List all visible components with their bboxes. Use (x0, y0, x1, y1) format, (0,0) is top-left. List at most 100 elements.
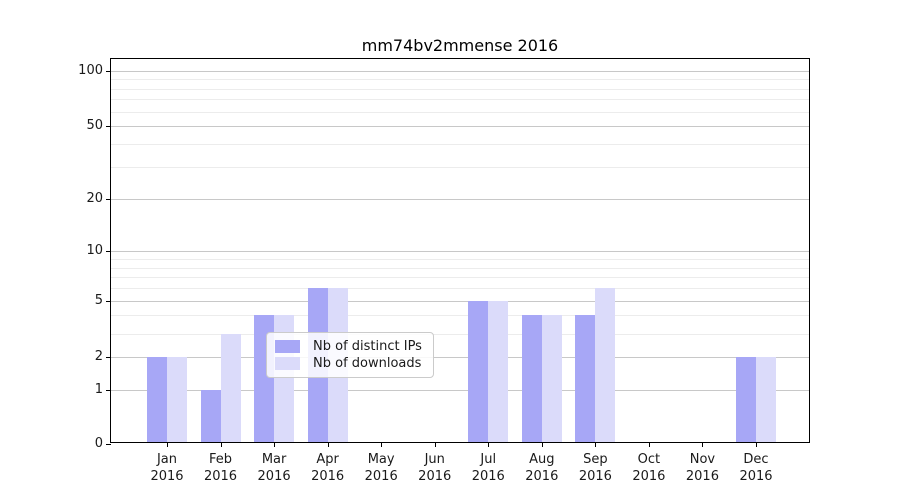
x-tick-label-line: 2016 (578, 469, 612, 484)
x-tick-dec (755, 442, 757, 447)
y-tick-label-20: 20 (86, 190, 103, 206)
x-tick-label-line: Apr (316, 452, 339, 467)
y-tick-label-50: 50 (86, 118, 103, 134)
x-tick-label-line: 2016 (418, 469, 452, 484)
gridline-major-100 (111, 70, 809, 72)
y-tick-label-1: 1 (94, 382, 103, 398)
gridline-major-5 (111, 300, 809, 302)
gridline-major-20 (111, 198, 809, 200)
y-tick-label-10: 10 (86, 243, 103, 259)
x-tick-label-line: Oct (637, 452, 661, 467)
x-tick-label-line: Mar (261, 452, 287, 467)
x-tick-oct (648, 442, 650, 447)
bar-distinct-ips-aug (521, 315, 542, 442)
x-tick-label-line: 2016 (685, 469, 719, 484)
x-tick-label-line: Jun (424, 452, 445, 467)
x-tick-feb (220, 442, 222, 447)
bar-downloads-sep (595, 288, 616, 442)
y-tick-5 (106, 300, 111, 302)
x-tick-label-sep: Sep 2016 (563, 451, 627, 485)
gridline-minor-40 (111, 144, 809, 146)
x-tick-may (381, 442, 383, 447)
x-tick-label-line: Nov (689, 452, 716, 467)
gridline-minor-70 (111, 99, 809, 101)
x-tick-label-dec: Dec 2016 (724, 451, 788, 485)
chart-title: mm74bv2mmense 2016 (361, 36, 559, 55)
x-tick-label-jan: Jan 2016 (135, 451, 199, 485)
x-tick-label-line: May (367, 452, 395, 467)
x-tick-label-line: 2016 (525, 469, 559, 484)
x-tick-label-aug: Aug 2016 (510, 451, 574, 485)
bar-distinct-ips-jul (468, 300, 489, 442)
x-tick-label-line: 2016 (471, 469, 505, 484)
gridline-minor-6 (111, 288, 809, 290)
x-tick-label-line: Jul (480, 452, 497, 467)
y-tick-10 (106, 251, 111, 253)
x-tick-label-feb: Feb 2016 (189, 451, 253, 485)
gridline-minor-3 (111, 333, 809, 335)
gridline-minor-90 (111, 79, 809, 81)
x-tick-label-oct: Oct 2016 (617, 451, 681, 485)
x-tick-nov (702, 442, 704, 447)
x-tick-jan (167, 442, 168, 447)
x-tick-label-mar: Mar 2016 (242, 451, 306, 485)
x-tick-label-line: Sep (583, 452, 608, 467)
x-tick-label-jun: Jun 2016 (403, 451, 467, 485)
bar-distinct-ips-feb (200, 390, 221, 442)
gridline-minor-80 (111, 88, 809, 90)
bar-downloads-dec (755, 357, 776, 442)
y-tick-2 (106, 357, 111, 359)
x-tick-label-apr: Apr 2016 (296, 451, 360, 485)
plot-area: 0 1 2 5 10 20 50 100 Jan 2016 Feb 2016 Mar 2016 Apr 201… (78, 58, 810, 484)
x-tick-mar (274, 442, 276, 447)
y-tick-label-0: 0 (94, 436, 103, 451)
legend-swatch-distinct-ips (275, 339, 300, 353)
x-tick-label-line: Dec (743, 452, 769, 467)
gridline-minor-30 (111, 166, 809, 168)
x-tick-aug (541, 442, 543, 447)
x-tick-apr (327, 442, 329, 447)
x-tick-sep (595, 442, 597, 447)
bar-downloads-aug (541, 315, 562, 442)
bar-downloads-feb (220, 333, 241, 442)
legend-item: Nb of distinct IPs (275, 339, 425, 354)
legend-swatch-downloads (275, 357, 300, 371)
y-tick-label-100: 100 (78, 62, 103, 78)
gridline-minor-7 (111, 277, 809, 279)
bar-distinct-ips-dec (735, 357, 756, 442)
x-tick-label-line: 2016 (150, 469, 184, 484)
x-tick-label-line: Jan (156, 452, 178, 467)
bar-distinct-ips-jan (147, 357, 167, 442)
y-tick-1 (106, 390, 111, 392)
y-tick-20 (106, 198, 111, 200)
legend: Nb of distinct IPs Nb of downloads (266, 332, 434, 378)
x-tick-label-jul: Jul 2016 (456, 451, 520, 485)
y-tick-label-5: 5 (94, 292, 103, 308)
y-tick-50 (106, 126, 111, 128)
x-tick-label-line: 2016 (257, 469, 291, 484)
x-tick-jul (488, 442, 490, 447)
legend-label: Nb of downloads (313, 356, 422, 372)
x-tick-label-line: 2016 (632, 469, 666, 484)
gridline-minor-8 (111, 267, 809, 269)
y-tick-0 (106, 444, 111, 445)
x-tick-jun (434, 442, 436, 447)
bar-downloads-jan (167, 357, 187, 442)
gridline-minor-4 (111, 315, 809, 317)
legend-label: Nb of distinct IPs (313, 338, 422, 354)
x-tick-label-line: 2016 (739, 469, 773, 484)
gridline-minor-60 (111, 111, 809, 113)
x-tick-label-line: 2016 (203, 469, 238, 484)
bar-distinct-ips-sep (575, 315, 596, 442)
x-tick-label-may: May 2016 (349, 451, 413, 485)
legend-item: Nb of downloads (275, 356, 425, 371)
y-tick-label-2: 2 (94, 349, 103, 365)
x-tick-label-line: 2016 (311, 469, 345, 484)
x-tick-label-line: 2016 (364, 469, 398, 484)
x-tick-label-line: Aug (529, 452, 555, 467)
x-tick-label-nov: Nov 2016 (670, 451, 734, 485)
gridline-major-50 (111, 126, 809, 128)
bar-downloads-jul (488, 300, 509, 442)
x-tick-label-line: Feb (209, 452, 233, 467)
